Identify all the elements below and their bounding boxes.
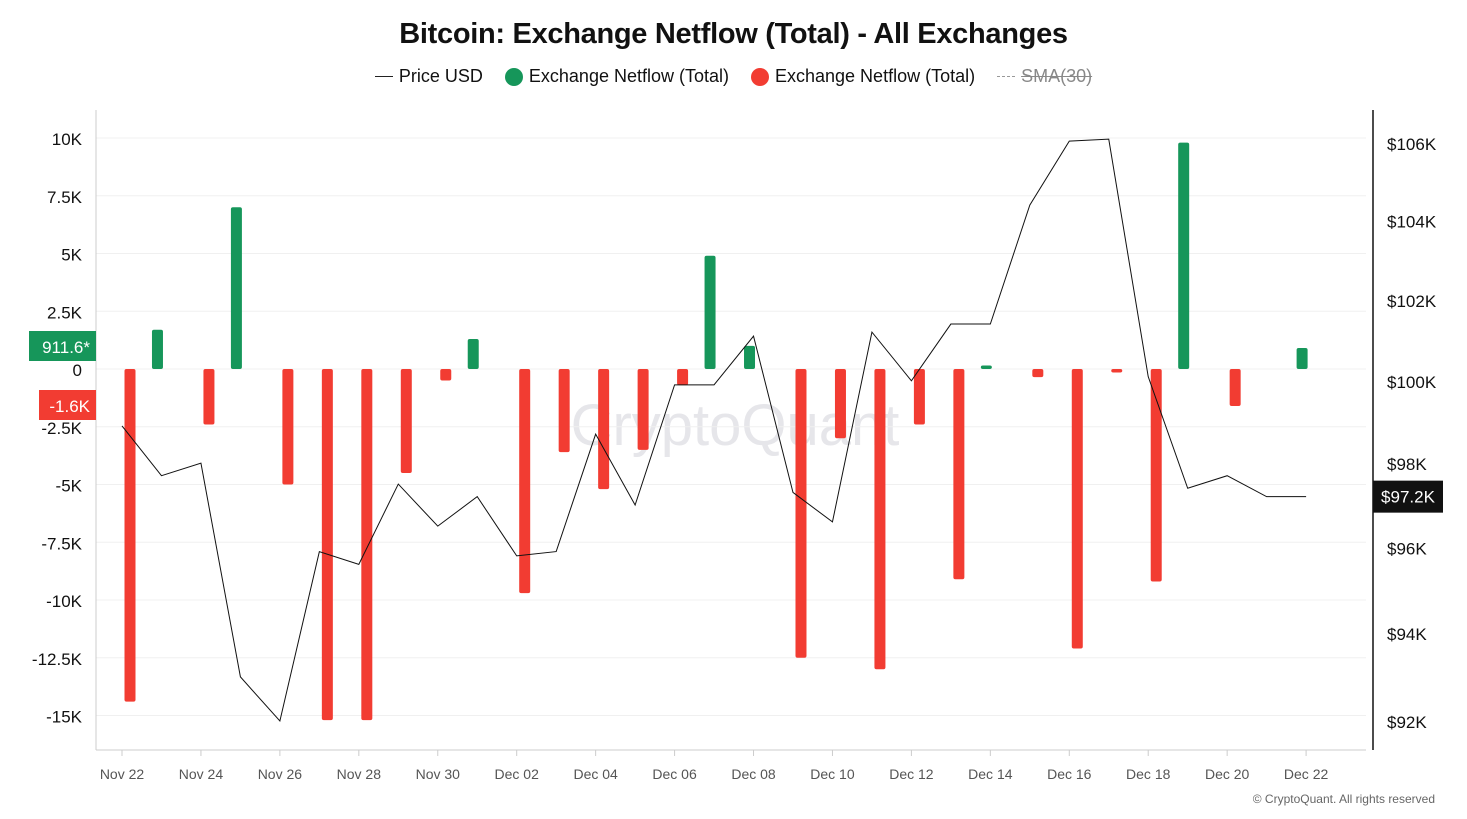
right-tick-label: $102K [1387,292,1437,311]
legend: Price USD Exchange Netflow (Total) Excha… [0,66,1467,87]
left-tick-label: -12.5K [32,650,83,669]
inflow-bar [980,365,992,369]
left-tick-label: -10K [46,592,83,611]
left-tick-label: -7.5K [41,534,82,553]
right-tick-label: $94K [1387,625,1427,644]
right-tick-label: $98K [1387,455,1427,474]
x-tick-label: Nov 24 [179,766,224,782]
outflow-bar [1229,369,1241,406]
legend-label: Exchange Netflow (Total) [775,66,976,86]
inflow-bar [230,207,242,369]
right-tick-label: $92K [1387,713,1427,732]
right-tick-label: $96K [1387,539,1427,558]
outflow-bar [677,369,689,386]
x-tick-label: Dec 08 [731,766,776,782]
legend-item-outflow[interactable]: Exchange Netflow (Total) [751,66,975,87]
outflow-bar [203,369,215,425]
outflow-bar [124,369,136,702]
legend-item-inflow[interactable]: Exchange Netflow (Total) [504,66,729,87]
x-tick-label: Dec 06 [652,766,697,782]
x-tick-label: Dec 20 [1205,766,1250,782]
inflow-bar [1296,347,1308,369]
x-tick-label: Dec 04 [573,766,618,782]
latest-price-value: $97.2K [1381,488,1436,507]
x-tick-label: Dec 14 [968,766,1013,782]
latest-price-flag [1373,480,1443,513]
dash-marker-icon [997,76,1016,77]
outflow-bar [1150,369,1162,582]
outflow-bar [400,369,412,473]
copyright: © CryptoQuant. All rights reserved [1252,792,1435,806]
inflow-bar [467,338,479,369]
x-tick-label: Nov 28 [337,766,382,782]
legend-label: SMA(30) [1021,66,1093,86]
latest-outflow-flag [39,390,96,420]
left-tick-label: 5K [61,246,82,265]
outflow-bar [1111,369,1123,373]
right-tick-label: $100K [1387,373,1437,392]
outflow-bar [834,369,846,439]
legend-item-price[interactable]: Price USD [374,66,483,87]
x-tick-label: Dec 16 [1047,766,1092,782]
x-tick-label: Dec 10 [810,766,855,782]
outflow-bar [913,369,925,425]
right-tick-label: $104K [1387,213,1437,232]
left-tick-label: 10K [52,130,83,149]
latest-inflow-value: 911.6* [42,338,90,357]
x-tick-label: Dec 12 [889,766,934,782]
inflow-bar [744,345,756,369]
x-tick-label: Dec 02 [495,766,540,782]
line-marker-icon [374,76,393,77]
outflow-bar [1071,369,1083,649]
outflow-bar [953,369,965,580]
x-tick-label: Nov 26 [258,766,303,782]
outflow-bar [321,369,333,721]
left-tick-label: -5K [56,477,83,496]
legend-label: Exchange Netflow (Total) [528,66,729,86]
legend-item-sma[interactable]: SMA(30) [997,66,1092,87]
watermark: CryptoQuant [571,393,900,458]
left-tick-label: 7.5K [47,188,83,207]
x-tick-label: Nov 30 [416,766,461,782]
outflow-bar [440,369,452,381]
outflow-bar [874,369,886,670]
right-tick-label: $106K [1387,135,1437,154]
left-tick-label: -15K [46,708,83,727]
inflow-bar [151,329,163,369]
latest-inflow-flag [29,331,96,361]
inflow-bar [1178,142,1190,369]
outflow-bar [282,369,294,485]
outflow-bar [637,369,649,450]
x-tick-label: Dec 22 [1284,766,1329,782]
outflow-bar [1032,369,1044,378]
outflow-bar [361,369,373,721]
left-tick-label: 0 [73,361,82,380]
inflow-bar [704,255,716,369]
outflow-bar [598,369,610,490]
left-tick-label: 2.5K [47,303,83,322]
x-tick-label: Nov 22 [100,766,145,782]
outflow-bar [795,369,807,658]
left-tick-label: -2.5K [41,419,82,438]
outflow-bar [519,369,531,594]
green-dot-icon [504,67,523,86]
legend-label: Price USD [398,66,483,86]
price-line [121,138,1307,723]
red-dot-icon [751,67,769,86]
chart-title: Bitcoin: Exchange Netflow (Total) - All … [399,18,1068,50]
latest-outflow-value: -1.6K [49,397,90,416]
x-tick-label: Dec 18 [1126,766,1171,782]
outflow-bar [558,369,570,453]
